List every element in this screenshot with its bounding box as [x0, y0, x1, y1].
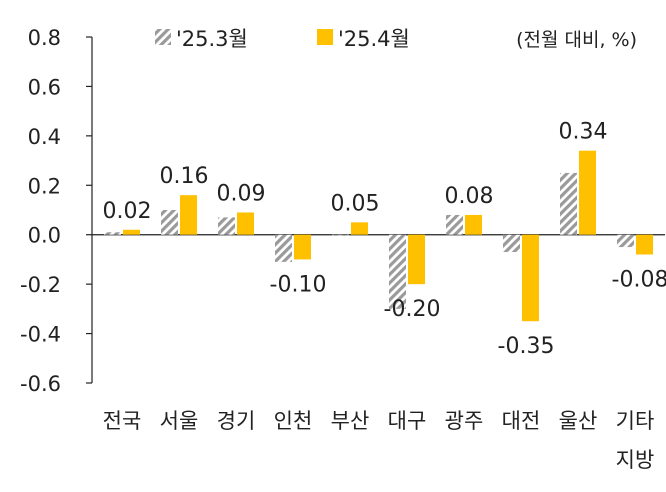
data-label: 0.02	[103, 199, 152, 224]
y-tick-label: -0.6	[20, 372, 61, 396]
x-tick-label: 인천	[274, 409, 313, 433]
bar-apr	[636, 234, 653, 255]
x-tick-label: 광주	[445, 409, 484, 433]
y-tick-label: 0.8	[28, 26, 61, 50]
x-tick-label: 대구	[388, 409, 427, 433]
x-tick-label: 기타	[616, 409, 655, 433]
bar-apr	[294, 234, 311, 260]
data-label: 0.08	[445, 184, 494, 209]
data-label: -0.08	[612, 267, 666, 292]
data-label: 0.05	[331, 191, 380, 216]
bar-apr	[579, 150, 596, 235]
data-label: -0.10	[270, 272, 327, 297]
y-axis: 0.8 0.6 0.4 0.2 0.0 -0.2 -0.4 -0.6	[20, 26, 665, 396]
bar-mar	[446, 214, 463, 235]
x-tick-label: 경기	[217, 409, 256, 433]
bar-apr	[123, 229, 140, 235]
y-tick-label: 0.6	[28, 75, 61, 99]
y-tick-label: 0.0	[28, 224, 61, 248]
unit-note: (전월 대비, %)	[516, 29, 637, 51]
legend-swatch-mar	[155, 29, 171, 45]
legend-swatch-apr	[317, 29, 333, 45]
data-label: 0.09	[217, 181, 266, 206]
data-labels: 0.02 0.16 0.09 -0.10 0.05 -0.20 0.08 -0.35 0.34 -…	[103, 120, 666, 360]
bar-mar	[104, 232, 121, 235]
x-tick-label: 울산	[559, 409, 598, 433]
y-tick-label: 0.4	[28, 125, 61, 149]
bar-mar	[275, 234, 292, 262]
legend-label-apr: '25.4월	[338, 27, 410, 51]
bar-apr	[180, 195, 197, 235]
bar-apr	[408, 234, 425, 285]
x-tick-label: 전국	[103, 409, 142, 433]
x-tick-label: 서울	[160, 409, 199, 433]
bar-mar	[218, 217, 235, 235]
bar-mar	[503, 234, 520, 253]
legend: '25.3월 '25.4월	[155, 27, 410, 51]
y-tick-label: -0.2	[20, 273, 61, 297]
y-tick-label: -0.4	[20, 323, 61, 347]
bar-apr	[237, 212, 254, 235]
bar-apr	[522, 234, 539, 322]
data-label: -0.20	[384, 297, 441, 322]
bar-mar	[617, 234, 634, 248]
bar-apr	[351, 222, 368, 235]
bar-mar	[161, 210, 178, 235]
bar-apr	[465, 214, 482, 235]
bars	[104, 150, 653, 322]
bar-mar	[560, 172, 577, 235]
data-label: 0.34	[559, 120, 608, 145]
bar-mar	[332, 234, 349, 236]
x-tick-label: 지방	[616, 448, 655, 472]
y-tick-label: 0.2	[28, 174, 61, 198]
data-label: -0.35	[498, 334, 555, 359]
data-label: 0.16	[160, 164, 209, 189]
bar-mar	[389, 234, 406, 309]
x-tick-label: 부산	[331, 409, 370, 433]
legend-label-mar: '25.3월	[176, 27, 248, 51]
x-tick-label: 대전	[502, 409, 541, 433]
